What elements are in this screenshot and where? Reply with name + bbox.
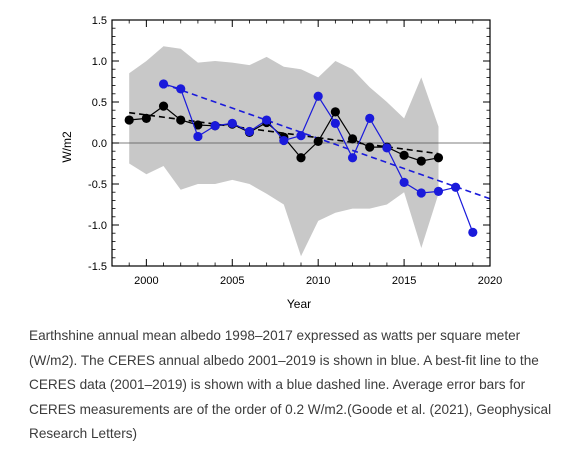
x-tick-label: 2020 <box>478 275 502 287</box>
series-1-point <box>416 188 426 198</box>
series-1-point <box>210 121 220 131</box>
figure-caption: Earthshine annual mean albedo 1998–2017 … <box>29 328 552 441</box>
series-1-point <box>347 153 358 163</box>
x-tick-label: 2015 <box>392 275 416 287</box>
series-1-point <box>365 113 375 123</box>
series-1-point <box>244 126 255 137</box>
series-0-point <box>399 150 409 160</box>
uncertainty-band-layer <box>129 46 439 257</box>
series-0-point <box>141 113 151 123</box>
y-tick-label: 1.0 <box>92 56 107 68</box>
series-1-point <box>451 182 461 192</box>
uncertainty-band <box>129 46 439 257</box>
series-1-point <box>313 91 323 101</box>
series-1-point <box>193 131 203 142</box>
series-1-point <box>158 79 169 89</box>
series-1-point <box>176 84 186 94</box>
x-tick-label: 2010 <box>306 275 330 287</box>
series-1 <box>158 79 478 237</box>
series-0-point <box>124 115 134 125</box>
x-tick-label: 2005 <box>220 275 244 287</box>
x-axis-label: Year <box>287 297 311 311</box>
series-0-point <box>313 136 323 146</box>
y-tick-label: 1.5 <box>92 15 107 27</box>
trend-line-1 <box>163 83 491 200</box>
series-0-point <box>296 153 306 163</box>
series-0-point <box>330 107 340 117</box>
series-0-point <box>176 115 186 125</box>
x-tick-label: 2000 <box>134 275 158 287</box>
series-1-point <box>279 135 289 146</box>
series-1-point <box>227 118 237 128</box>
series-0-point <box>365 142 375 152</box>
albedo-chart: 2000 2005 2010 2015 2020 1.5 1.0 0.5 0.0 -0.5 -1.0… <box>60 15 502 311</box>
series-1-point <box>262 115 272 125</box>
series-1-point <box>296 131 306 141</box>
series-0-point <box>193 120 203 130</box>
y-tick-label: 0.5 <box>92 97 107 109</box>
series-1-point <box>399 177 409 187</box>
series-layer <box>124 79 478 237</box>
series-1-point <box>433 186 444 196</box>
series-0-point <box>347 134 358 144</box>
series-1-point <box>330 118 340 128</box>
series-0-point <box>416 156 426 166</box>
series-1-point <box>468 227 478 237</box>
y-tick-label: -1.0 <box>88 220 107 232</box>
axes-layer: 2000 2005 2010 2015 2020 1.5 1.0 0.5 0.0 -0.5 -1.0… <box>88 15 502 287</box>
y-tick-label: 0.0 <box>92 138 107 150</box>
y-tick-label: -0.5 <box>88 179 107 191</box>
series-0-point <box>433 153 444 163</box>
y-tick-label: -1.5 <box>88 261 107 273</box>
series-1-point <box>382 143 392 153</box>
series-0-point <box>158 101 169 111</box>
y-axis-label: W/m2 <box>60 131 74 163</box>
